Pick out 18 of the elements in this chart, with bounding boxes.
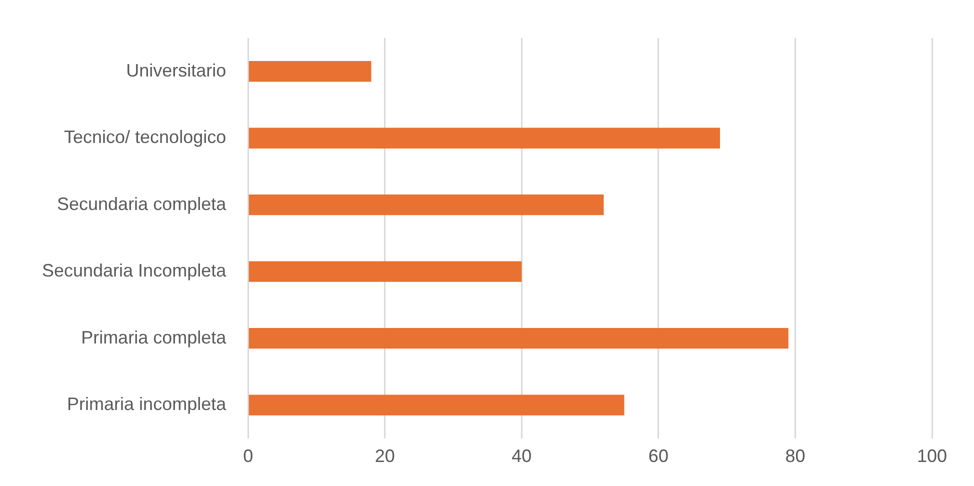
- bar: [248, 194, 604, 216]
- y-tick-label: Universitario: [126, 60, 226, 80]
- x-tick-label: 20: [374, 446, 395, 466]
- x-tick-label: 40: [512, 446, 532, 466]
- x-tick-label: 80: [785, 446, 806, 466]
- bar: [248, 128, 720, 148]
- bar: [248, 261, 522, 282]
- bar: [248, 328, 788, 349]
- x-tick-label: 100: [916, 446, 948, 466]
- y-tick-label: Secundaria Incompleta: [42, 260, 228, 281]
- bar: [248, 394, 624, 416]
- y-tick-label: Tecnico/ tecnologico: [64, 127, 226, 148]
- y-tick-label: Primaria incompleta: [67, 394, 228, 414]
- x-tick-label: 0: [243, 446, 254, 466]
- bar: [248, 61, 372, 82]
- y-tick-label: Secundaria completa: [57, 194, 228, 214]
- y-tick-label: Primaria completa: [81, 327, 228, 348]
- x-tick-label: 60: [648, 446, 668, 466]
